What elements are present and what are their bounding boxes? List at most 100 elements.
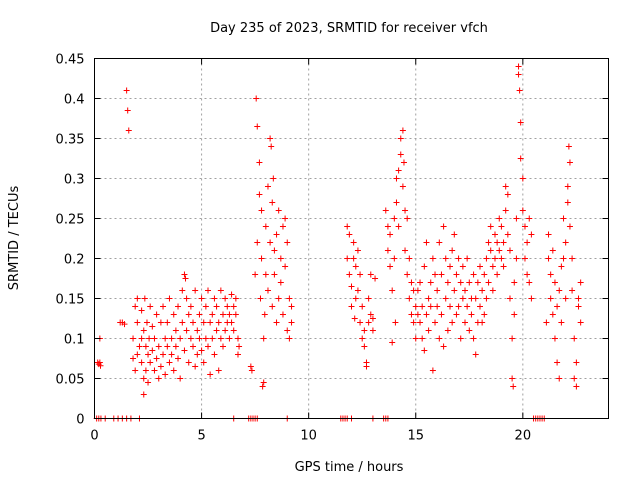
data-point (187, 303, 194, 310)
data-point (449, 319, 456, 326)
data-point (277, 279, 284, 286)
data-point (344, 255, 351, 262)
data-point (393, 199, 400, 206)
data-point (232, 295, 239, 302)
data-point (479, 319, 486, 326)
data-point (447, 263, 454, 270)
data-point (170, 367, 177, 374)
data-point (207, 319, 214, 326)
data-point (432, 319, 439, 326)
data-point (348, 283, 355, 290)
data-point (142, 343, 149, 350)
data-point (267, 135, 274, 142)
data-point (427, 303, 434, 310)
data-point (147, 359, 154, 366)
data-point (359, 303, 366, 310)
data-point (209, 335, 216, 342)
data-point (164, 343, 171, 350)
data-point (528, 231, 535, 238)
data-point (97, 362, 104, 369)
data-point (350, 255, 357, 262)
x-axis-label: GPS time / hours (295, 460, 404, 475)
data-point (140, 375, 147, 382)
data-point (145, 351, 152, 358)
data-point (259, 383, 266, 390)
data-point (346, 271, 353, 278)
data-point (132, 303, 139, 310)
data-point (511, 311, 518, 318)
data-point (419, 303, 426, 310)
data-point (504, 191, 511, 198)
data-point (474, 279, 481, 286)
data-point (521, 255, 528, 262)
data-point (485, 239, 492, 246)
data-point (566, 159, 573, 166)
data-point (185, 311, 192, 318)
data-point (141, 295, 148, 302)
data-point (462, 319, 469, 326)
data-point (286, 335, 293, 342)
data-point (462, 287, 469, 294)
data-point (160, 303, 167, 310)
data-point (496, 247, 503, 254)
data-point (491, 231, 498, 238)
data-point (528, 295, 535, 302)
data-point (288, 303, 295, 310)
data-point (205, 287, 212, 294)
data-point (489, 287, 496, 294)
data-point (361, 327, 368, 334)
data-point (257, 295, 264, 302)
data-point (547, 295, 554, 302)
data-point (160, 351, 167, 358)
data-point (491, 255, 498, 262)
data-point (560, 255, 567, 262)
data-point (382, 207, 389, 214)
x-tick-label: 0 (90, 429, 98, 444)
data-point (427, 279, 434, 286)
data-point (399, 127, 406, 134)
data-point (453, 311, 460, 318)
data-point (260, 379, 267, 386)
data-point (124, 107, 131, 114)
data-point (213, 303, 220, 310)
data-point (130, 335, 137, 342)
data-point (228, 319, 235, 326)
data-point (254, 239, 261, 246)
data-point (226, 311, 233, 318)
data-point (271, 271, 278, 278)
data-point (168, 351, 175, 358)
data-point (123, 87, 130, 94)
data-point (202, 303, 209, 310)
data-point (395, 223, 402, 230)
data-point (209, 311, 216, 318)
data-point (509, 375, 516, 382)
data-point (130, 355, 137, 362)
data-point (145, 379, 152, 386)
data-point (153, 311, 160, 318)
data-point (569, 255, 576, 262)
data-point (429, 255, 436, 262)
data-point (517, 119, 524, 126)
axis-ticks: 0 0.05 0.1 0.15 0.2 0.25 0.3 0.35 0.4 0.45 0 5 10 15 2… (56, 53, 609, 444)
data-point (258, 207, 265, 214)
data-point (179, 287, 186, 294)
data-point (236, 343, 243, 350)
data-point (134, 351, 141, 358)
x-tick-label: 10 (300, 429, 317, 444)
data-point (179, 319, 186, 326)
data-point (354, 287, 361, 294)
data-point (264, 287, 271, 294)
data-point (455, 255, 462, 262)
data-point (421, 347, 428, 354)
data-point (464, 255, 471, 262)
data-point (470, 335, 477, 342)
data-point (391, 255, 398, 262)
data-point (483, 295, 490, 302)
data-point (543, 319, 550, 326)
data-point (517, 155, 524, 162)
data-point (432, 271, 439, 278)
y-tick-label: 0 (76, 413, 84, 428)
data-point (498, 255, 505, 262)
data-point (562, 295, 569, 302)
data-point (573, 359, 580, 366)
